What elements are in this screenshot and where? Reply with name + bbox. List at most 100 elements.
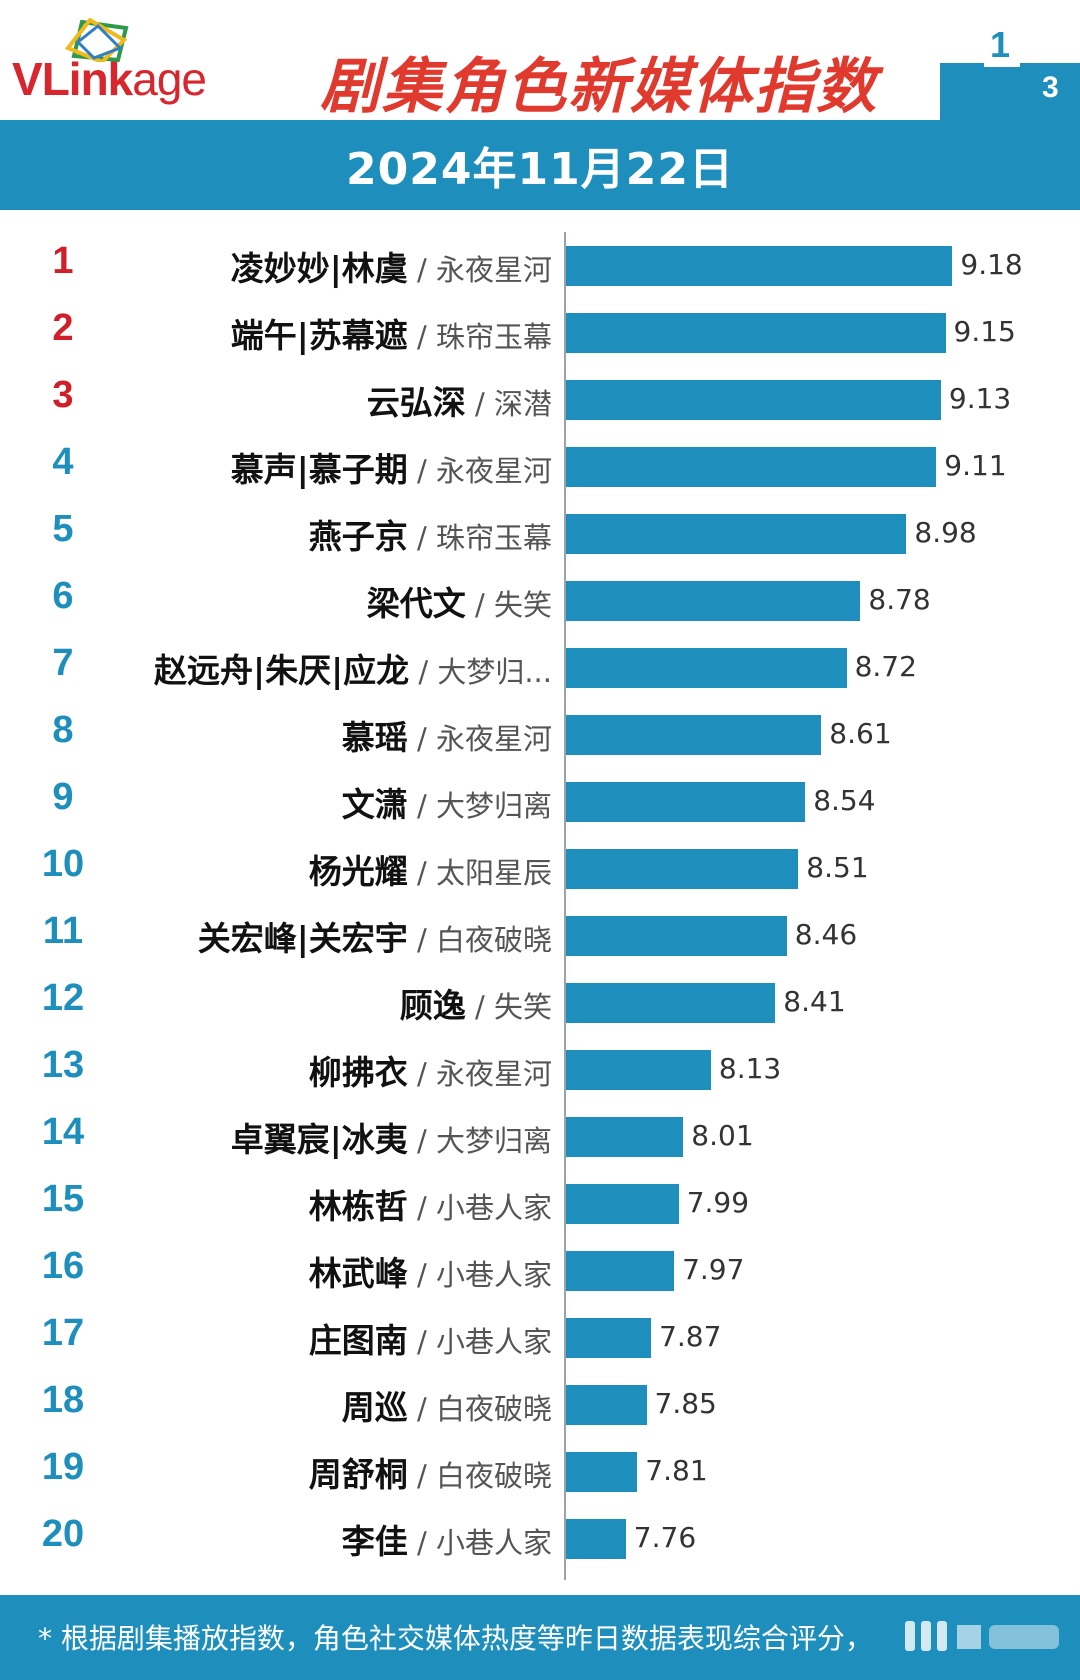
character-name: 李佳	[341, 1522, 408, 1561]
rank-number: 19	[41, 1446, 85, 1488]
bar-value-label: 8.13	[718, 1052, 782, 1085]
bar-value-label: 9.15	[953, 315, 1016, 348]
bar	[566, 447, 937, 487]
rank-number: 15	[41, 1178, 85, 1220]
header: VLinkage 剧集角色新媒体指数 2 1 3	[0, 0, 1080, 122]
character-name: 慕瑶	[341, 718, 408, 757]
chart-row: 17 庄图南 / 小巷人家 7.87	[0, 1302, 1080, 1369]
character-name: 云弘深	[366, 383, 466, 422]
show-name: 珠帘玉幕	[435, 521, 552, 555]
character-name: 林武峰	[308, 1254, 408, 1293]
svg-text:1: 1	[990, 24, 1010, 65]
label-separator: /	[407, 923, 436, 957]
rank-number: 8	[52, 709, 74, 751]
chart-row: 7 赵远舟|朱厌|应龙 / 大梦归... 8.72	[0, 632, 1080, 699]
bar	[566, 380, 941, 420]
show-name: 永夜星河	[435, 722, 552, 756]
bar-value-label: 7.97	[682, 1253, 745, 1286]
bar-value-label: 8.61	[829, 717, 892, 750]
bar-value-label: 7.99	[686, 1186, 750, 1219]
watermark-logo	[905, 1621, 1059, 1651]
chart-row: 4 慕声|慕子期 / 永夜星河 9.11	[0, 431, 1080, 498]
bar	[566, 715, 822, 755]
show-name: 大梦归离	[435, 1124, 552, 1158]
bar-value-label: 8.51	[806, 851, 869, 884]
rank-number: 6	[52, 575, 74, 617]
character-name: 燕子京	[308, 517, 408, 556]
show-name: 白夜破晓	[435, 923, 552, 957]
bar-value-label: 7.85	[654, 1387, 717, 1420]
show-name: 小巷人家	[435, 1526, 552, 1560]
show-name: 小巷人家	[435, 1191, 552, 1225]
bar-value-label: 8.46	[794, 918, 858, 951]
bar	[566, 1385, 647, 1425]
chart-row: 3 云弘深 / 深潜 9.13	[0, 364, 1080, 431]
bar	[566, 1519, 626, 1559]
show-name: 失笑	[493, 990, 552, 1024]
bar-category-label: 凌妙妙|林虞 / 永夜星河	[231, 242, 552, 290]
show-name: 大梦归离	[435, 789, 552, 823]
character-name: 周巡	[341, 1388, 408, 1427]
podium-icon: 2 1 3	[940, 24, 1080, 120]
label-separator: /	[407, 1392, 436, 1426]
show-name: 小巷人家	[435, 1325, 552, 1359]
show-name: 深潜	[493, 387, 552, 421]
bar	[566, 849, 799, 889]
chart-row: 1 凌妙妙|林虞 / 永夜星河 9.18	[0, 230, 1080, 297]
character-name: 凌妙妙|林虞	[230, 249, 408, 288]
footer-band: * 根据剧集播放指数，角色社交媒体热度等昨日数据表现综合评分，	[0, 1595, 1080, 1680]
chart-row: 5 燕子京 / 珠帘玉幕 8.98	[0, 498, 1080, 565]
show-name: 白夜破晓	[435, 1459, 552, 1493]
label-separator: /	[465, 588, 494, 622]
chart-row: 6 梁代文 / 失笑 8.78	[0, 565, 1080, 632]
show-name: 白夜破晓	[435, 1392, 552, 1426]
rank-number: 11	[42, 910, 84, 952]
bar-value-label: 8.41	[783, 985, 846, 1018]
bar-category-label: 顾逸 / 失笑	[400, 979, 552, 1027]
character-name: 关宏峰|关宏宇	[197, 919, 408, 958]
rank-number: 4	[52, 441, 74, 483]
rank-number: 14	[41, 1111, 85, 1153]
chart-row: 13 柳拂衣 / 永夜星河 8.13	[0, 1034, 1080, 1101]
chart-row: 9 文潇 / 大梦归离 8.54	[0, 766, 1080, 833]
label-separator: /	[465, 387, 494, 421]
bar-category-label: 云弘深 / 深潜	[367, 376, 552, 424]
chart-row: 10 杨光耀 / 太阳星辰 8.51	[0, 833, 1080, 900]
bar	[566, 514, 907, 554]
character-name: 顾逸	[399, 986, 466, 1025]
svg-text:2: 2	[944, 57, 963, 95]
footnote-text: * 根据剧集播放指数，角色社交媒体热度等昨日数据表现综合评分，	[38, 1622, 873, 1655]
bar-category-label: 慕瑶 / 永夜星河	[342, 711, 552, 759]
svg-text:3: 3	[1042, 71, 1059, 104]
rank-number: 7	[52, 642, 74, 684]
label-separator: /	[407, 253, 436, 287]
bar-category-label: 慕声|慕子期 / 永夜星河	[231, 443, 552, 491]
bar	[566, 581, 861, 621]
rank-number: 17	[41, 1312, 85, 1354]
bar-value-label: 8.01	[691, 1119, 754, 1152]
character-name: 柳拂衣	[308, 1053, 408, 1092]
bar-value-label: 9.18	[960, 248, 1023, 281]
logo-wordmark: VLinkage	[12, 52, 207, 106]
label-separator: /	[407, 1325, 436, 1359]
bar-category-label: 周巡 / 白夜破晓	[342, 1381, 552, 1429]
chart-row: 11 关宏峰|关宏宇 / 白夜破晓 8.46	[0, 900, 1080, 967]
show-name: 失笑	[493, 588, 552, 622]
chart-row: 8 慕瑶 / 永夜星河 8.61	[0, 699, 1080, 766]
bar-value-label: 9.13	[948, 382, 1012, 415]
rank-number: 12	[41, 977, 85, 1019]
bar-category-label: 李佳 / 小巷人家	[342, 1515, 552, 1563]
chart-axis-line	[564, 232, 566, 1580]
show-name: 永夜星河	[435, 1057, 552, 1091]
bar-category-label: 庄图南 / 小巷人家	[309, 1314, 552, 1362]
date-banner: 2024年11月22日	[0, 120, 1080, 210]
bar-value-label: 7.76	[633, 1521, 697, 1554]
bar	[566, 1452, 638, 1492]
ranking-bar-chart: 1 凌妙妙|林虞 / 永夜星河 9.18 2 端午|苏幕遮 / 珠帘玉幕 9.15 3 云弘深…	[0, 220, 1080, 1580]
bar	[566, 1050, 711, 1090]
label-separator: /	[407, 1191, 436, 1225]
chart-row: 19 周舒桐 / 白夜破晓 7.81	[0, 1436, 1080, 1503]
bar-category-label: 周舒桐 / 白夜破晓	[309, 1448, 552, 1496]
bar	[566, 983, 776, 1023]
bar	[566, 1117, 684, 1157]
